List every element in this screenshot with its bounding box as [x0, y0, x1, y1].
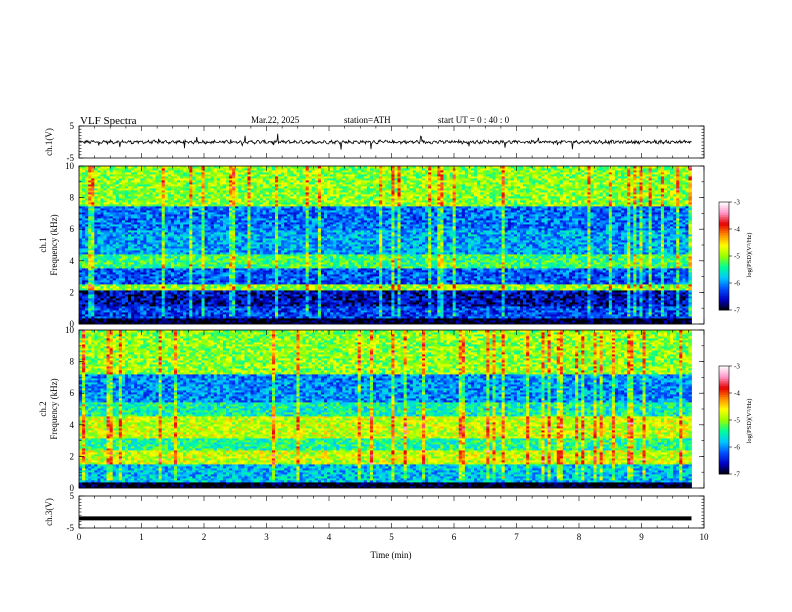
ch1-waveform-line	[79, 134, 692, 150]
date-label: Mar.22, 2025	[251, 115, 300, 125]
ch1-spectrogram-image	[79, 166, 692, 324]
station-label: station=ATH	[344, 115, 391, 125]
y-tick-label: 5	[70, 121, 75, 131]
ch1-waveform-trace	[79, 134, 692, 150]
start-ut-label: start UT = 0 : 40 : 0	[438, 115, 510, 125]
ch1-waveform-ylabel: ch.1(V)	[44, 128, 54, 156]
figure-title: VLF Spectra	[80, 115, 137, 127]
ch1-waveform-panel: 5-5 ch.1(V)	[44, 121, 704, 163]
